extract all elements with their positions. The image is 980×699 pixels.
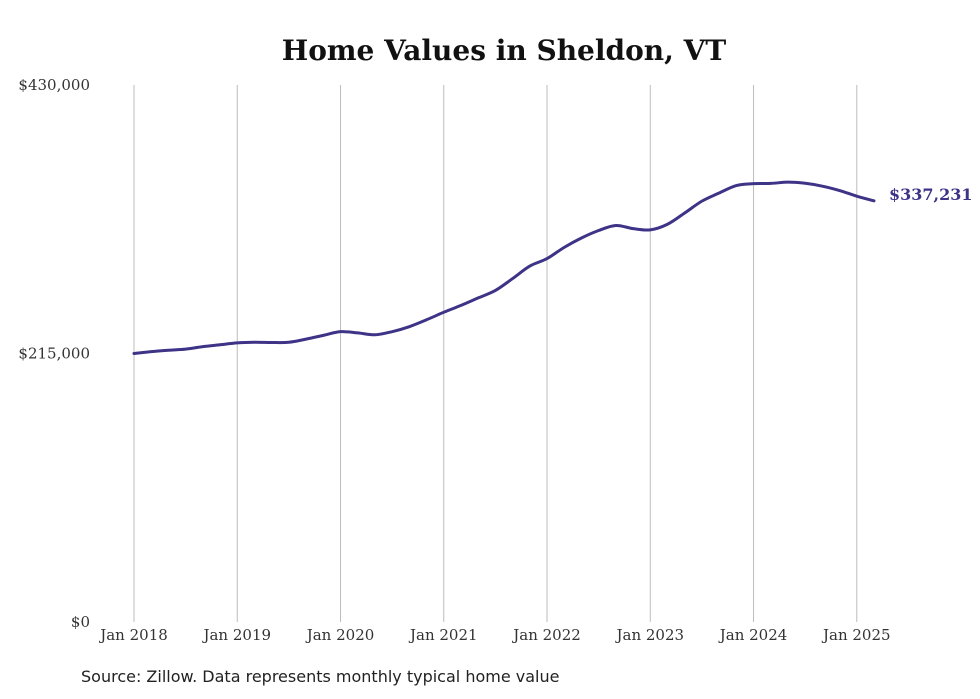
y-axis: $0 $215,000 $430,000 [18,76,90,631]
y-tick-label: $0 [71,613,90,631]
grid-lines [133,85,858,622]
x-tick-label: Jan 2025 [821,626,891,644]
series-line-0 [132,180,876,355]
y-tick-label: $215,000 [18,345,90,363]
series-layer [132,180,876,355]
x-tick-label: Jan 2022 [511,626,581,644]
source-note: Source: Zillow. Data represents monthly … [81,667,560,686]
x-tick-label: Jan 2020 [305,626,375,644]
end-value-label: $337,231 [889,185,973,204]
x-axis: Jan 2018 Jan 2019 Jan 2020 Jan 2021 Jan 2022… [98,626,890,644]
x-tick-label: Jan 2024 [718,626,788,644]
x-tick-label: Jan 2018 [98,626,168,644]
x-tick-label: Jan 2019 [201,626,271,644]
x-tick-label: Jan 2023 [614,626,684,644]
x-tick-label: Jan 2021 [408,626,478,644]
y-tick-label: $430,000 [18,76,90,94]
chart-title: Home Values in Sheldon, VT [282,34,727,67]
